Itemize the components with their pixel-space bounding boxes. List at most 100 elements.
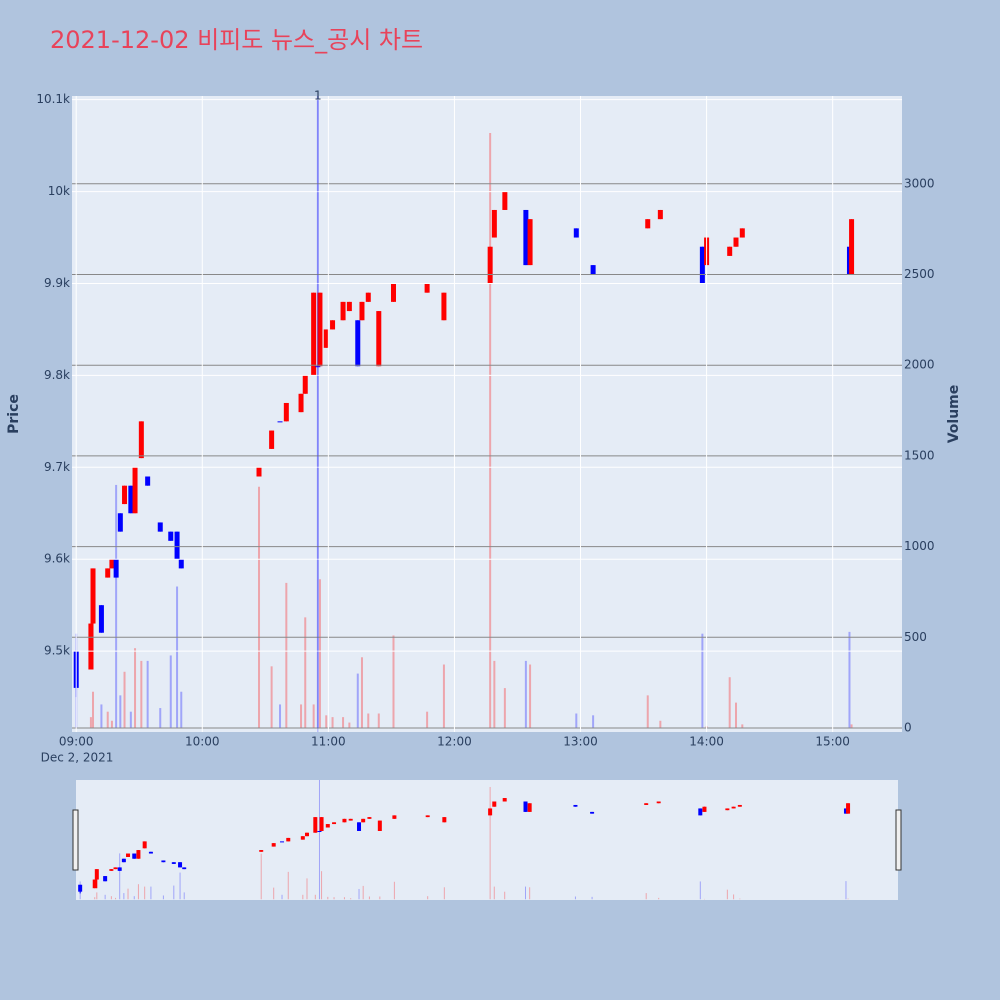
slider-handle[interactable] xyxy=(895,809,902,871)
slider-body xyxy=(492,801,497,807)
volume-bar xyxy=(176,586,179,729)
slider-handle[interactable] xyxy=(72,809,79,871)
slider-body xyxy=(300,836,305,840)
slider-volume-bar xyxy=(379,896,381,900)
slider-volume-bar xyxy=(127,888,129,900)
slider-volume-bar xyxy=(273,887,275,900)
slider-body xyxy=(94,869,99,880)
slider-volume-bar xyxy=(327,896,329,900)
annotation-label: 1 xyxy=(314,89,322,103)
slider-body xyxy=(361,818,366,823)
candle-body xyxy=(105,568,111,578)
volume-bar xyxy=(325,715,328,729)
candle-body xyxy=(128,485,134,514)
slider-body xyxy=(280,841,285,843)
candle-body xyxy=(390,283,396,302)
slider-volume-bar xyxy=(137,884,139,900)
slider-volume-bar xyxy=(362,885,364,900)
x-tick-label: 09:00 xyxy=(59,735,94,749)
candle-body xyxy=(849,219,855,275)
x-tick-label: 10:00 xyxy=(185,735,220,749)
volume-bar xyxy=(360,657,363,729)
slider-body xyxy=(644,803,649,805)
slider-body xyxy=(590,811,595,814)
slider-volume-bar xyxy=(368,896,370,900)
candle-body xyxy=(365,292,371,302)
candle-body xyxy=(491,209,497,238)
volume-bar xyxy=(592,715,595,729)
slider-volume-bar xyxy=(306,878,308,900)
candle-body xyxy=(739,228,745,238)
slider-body xyxy=(656,801,661,804)
volume-bar xyxy=(524,660,527,729)
candle-body xyxy=(98,605,104,633)
candle-body xyxy=(355,320,361,367)
candle-body xyxy=(302,375,308,394)
slider-volume-bar xyxy=(393,881,395,900)
slider-body xyxy=(527,803,532,812)
volume-bar xyxy=(100,704,103,729)
volume-bar xyxy=(279,704,282,729)
volume-bar xyxy=(529,664,532,729)
slider-body xyxy=(332,822,337,825)
volume-bar xyxy=(848,631,851,729)
volume-bar xyxy=(493,660,496,729)
volume-bar xyxy=(146,660,149,729)
candle-body xyxy=(269,430,275,449)
slider-volume-bar xyxy=(489,786,491,900)
y2-tick-label: 500 xyxy=(904,630,927,644)
slider-body xyxy=(442,817,447,823)
candle-body xyxy=(132,467,138,514)
candle-body xyxy=(573,228,579,238)
slider-body xyxy=(377,820,382,831)
slider-body xyxy=(523,801,528,812)
slider-body xyxy=(846,803,851,814)
range-slider[interactable] xyxy=(76,780,898,900)
slider-volume-bar xyxy=(333,897,335,900)
candle-body xyxy=(315,366,321,368)
y2-axis-title: Volume xyxy=(946,385,962,444)
volume-bar xyxy=(258,486,261,729)
slider-body xyxy=(113,867,118,870)
x-tick-label: 12:00 xyxy=(437,735,472,749)
slider-volume-bar xyxy=(96,892,98,900)
candle-body xyxy=(424,283,430,293)
candle-body xyxy=(283,402,289,422)
candle-body xyxy=(502,191,508,210)
slider-body xyxy=(78,884,83,892)
slider-volume-bar xyxy=(179,872,181,900)
candle-body xyxy=(590,265,596,275)
volume-bar xyxy=(159,708,162,729)
volume-bar xyxy=(169,655,172,729)
volume-bar xyxy=(300,704,303,729)
slider-volume-bar xyxy=(94,897,96,900)
volume-bar xyxy=(134,648,137,729)
slider-volume-bar xyxy=(104,894,106,900)
y2-tick-label: 2500 xyxy=(904,267,935,281)
x-tick-label: 15:00 xyxy=(815,735,850,749)
candle-body xyxy=(323,329,329,348)
slider-body xyxy=(319,817,324,831)
slider-body xyxy=(313,817,318,833)
slider-volume-bar xyxy=(658,897,660,900)
volume-bar xyxy=(180,691,183,729)
candle-body xyxy=(727,246,733,256)
candle-body xyxy=(376,311,382,367)
slider-body xyxy=(271,843,276,847)
volume-bar xyxy=(426,711,429,729)
slider-volume-bar xyxy=(493,886,495,900)
candle-body xyxy=(174,531,180,560)
volume-bar xyxy=(342,717,345,729)
candle-body xyxy=(138,421,144,459)
slider-body xyxy=(182,867,187,870)
volume-bar xyxy=(115,484,118,729)
volume-bar xyxy=(110,720,113,729)
slider-volume-bar xyxy=(726,889,728,900)
y-tick-label: 10k xyxy=(48,184,70,198)
slider-body xyxy=(367,817,372,819)
x-tick-label: 14:00 xyxy=(689,735,724,749)
candle-body xyxy=(645,219,651,229)
candle-body xyxy=(340,301,346,321)
slider-volume-bar xyxy=(504,891,506,900)
